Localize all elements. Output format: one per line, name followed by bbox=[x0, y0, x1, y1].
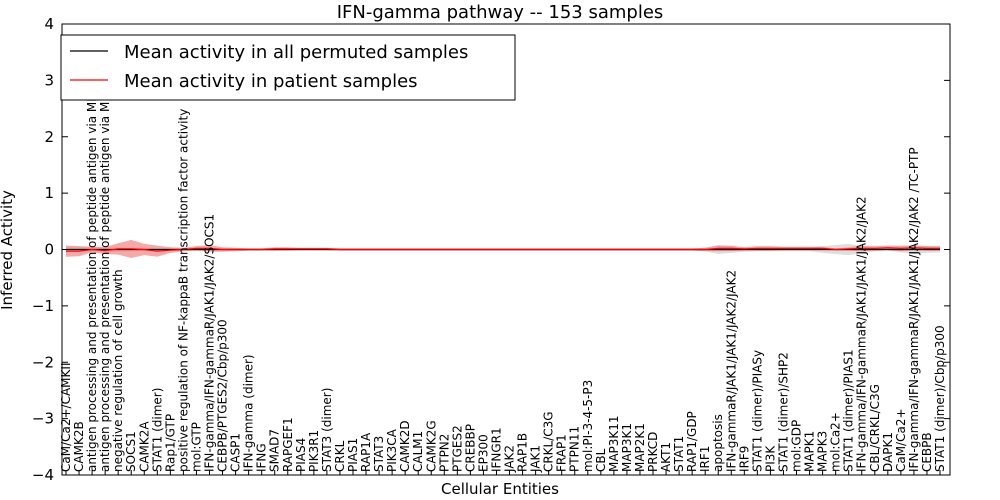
x-tick-label: CREBBP bbox=[463, 424, 477, 472]
x-tick-label: CBL/CRKL/C3G bbox=[868, 384, 882, 472]
x-tick-label: CEBPB bbox=[920, 432, 934, 472]
x-tick-label: CASP1 bbox=[229, 433, 243, 472]
y-tick-label: 1 bbox=[44, 184, 54, 202]
x-tick-label: STAT3 bbox=[372, 436, 386, 472]
x-tick-label: IFN-gammaR/JAK1/JAK1/JAK2/JAK2 bbox=[724, 270, 738, 472]
x-tick-label: positive regulation of NF-kappaB transcr… bbox=[176, 109, 190, 472]
y-tick-label: −3 bbox=[32, 410, 54, 428]
y-tick-label: 0 bbox=[44, 241, 54, 259]
legend-label-permuted: Mean activity in all permuted samples bbox=[124, 42, 468, 63]
x-tick-label: negative regulation of cell growth bbox=[111, 269, 125, 472]
x-tick-label: mol:PI-3-4-5-P3 bbox=[581, 380, 595, 472]
x-tick-label: CALM1 bbox=[411, 431, 425, 472]
x-tick-label: IRF9 bbox=[737, 446, 751, 472]
x-tick-label: IRF1 bbox=[698, 446, 712, 472]
x-tick-label: PIAS1 bbox=[346, 438, 360, 472]
patient-mean-line bbox=[66, 247, 940, 252]
x-tick-label: CAMK2D bbox=[398, 420, 412, 472]
x-tick-label: CRKL bbox=[333, 440, 347, 472]
x-tick-label: mol:GDP bbox=[790, 420, 804, 472]
x-tick-label: JAK1 bbox=[529, 445, 543, 473]
x-tick-label: PTPN2 bbox=[437, 434, 451, 472]
x-tick-label: MAP2K1 bbox=[633, 423, 647, 472]
x-tick-label: CAMK2G bbox=[424, 420, 438, 472]
y-tick-label: 2 bbox=[44, 128, 54, 146]
x-tick-label: PTGES2 bbox=[450, 425, 464, 472]
x-tick-label: PIK3CA bbox=[385, 428, 399, 472]
legend: Mean activity in all permuted samples Me… bbox=[60, 34, 516, 101]
x-tick-label: PRKCD bbox=[646, 432, 660, 472]
y-axis-label: Inferred Activity bbox=[0, 190, 16, 310]
x-tick-label: STAT1 (dimer)/Cbp/p300 bbox=[933, 325, 947, 472]
x-axis-label: Cellular Entities bbox=[441, 480, 559, 498]
x-tick-label: RAPGEF1 bbox=[281, 417, 295, 472]
y-tick-label: 4 bbox=[44, 15, 54, 33]
x-tick-label: STAT1 (dimer) bbox=[150, 388, 164, 472]
y-tick-label: −2 bbox=[32, 353, 54, 371]
x-tick-label: STAT3 (dimer) bbox=[320, 388, 334, 472]
x-tick-label: IFN-gamma/IFN-gammaR/JAK1/JAK1/JAK2/JAK2 bbox=[855, 196, 869, 472]
x-tick-label: IFNGR1 bbox=[490, 427, 504, 472]
x-tick-label: IFN-gamma/IFN-gammaR/JAK1/JAK2/SOCS1 bbox=[203, 214, 217, 472]
x-tick-label: STAT1 (dimer)/SHP2 bbox=[777, 352, 791, 472]
x-tick-label: IFN-gamma/IFN-gammaR/JAK1/JAK1/JAK2/JAK2… bbox=[907, 147, 921, 472]
x-tick-label: Rap1/GTP bbox=[163, 414, 177, 472]
x-tick-label: PTPN11 bbox=[568, 426, 582, 472]
x-tick-label: RAP1A bbox=[359, 432, 373, 472]
x-tick-label: RAP1/GDP bbox=[685, 411, 699, 472]
x-axis-tick-labels: CaM/Ca2+/CAMKII CAMK2B antigen processing … bbox=[59, 40, 947, 475]
x-tick-label: antigen processing and presentation of p… bbox=[85, 43, 99, 472]
x-tick-label: MAPK3 bbox=[816, 431, 830, 472]
x-tick-label: antigen processing and presentation of p… bbox=[98, 40, 112, 472]
x-tick-label: CRKL/C3G bbox=[542, 411, 556, 472]
y-tick-label: −1 bbox=[32, 297, 54, 315]
x-tick-label: MAP3K1 bbox=[620, 423, 634, 472]
y-axis-ticks: −4 −3 −2 −1 0 1 2 3 4 bbox=[32, 15, 950, 484]
x-tick-label: MAPK1 bbox=[803, 431, 817, 472]
x-tick-label: PIK3R1 bbox=[307, 430, 321, 472]
x-tick-label: CEBPB/PTGES2/Cbp/p300 bbox=[216, 319, 230, 472]
x-tick-label: JAK2 bbox=[503, 445, 517, 473]
y-tick-label: −4 bbox=[32, 466, 54, 484]
x-tick-label: apoptosis bbox=[711, 414, 725, 472]
x-tick-label: FRAP1 bbox=[555, 434, 569, 472]
x-tick-label: mol:GTP bbox=[189, 422, 203, 472]
x-tick-label: PIAS4 bbox=[294, 438, 308, 472]
chart-title: IFN-gamma pathway -- 153 samples bbox=[337, 2, 664, 23]
x-tick-label: EP300 bbox=[476, 434, 490, 472]
x-tick-label: AKT1 bbox=[659, 442, 673, 472]
x-tick-label: STAT1 (dimer)/PIASy bbox=[750, 350, 764, 472]
x-tick-label: MAP3K11 bbox=[607, 415, 621, 472]
x-tick-label: mol:Ca2+ bbox=[829, 412, 843, 472]
x-tick-label: STAT1 bbox=[672, 436, 686, 472]
x-tick-label: CAMK2A bbox=[137, 421, 151, 472]
x-tick-label: RAP1B bbox=[516, 433, 530, 472]
y-tick-label: 3 bbox=[44, 71, 54, 89]
x-tick-label: DAPK1 bbox=[881, 432, 895, 472]
x-tick-label: CaM/Ca2+ bbox=[894, 408, 908, 472]
legend-box bbox=[60, 34, 516, 101]
x-tick-label: SMAD7 bbox=[268, 429, 282, 472]
x-tick-label: IFNG bbox=[255, 443, 269, 472]
x-tick-label: STAT1 (dimer)/PIAS1 bbox=[842, 349, 856, 472]
series-lines bbox=[66, 247, 940, 252]
x-tick-label: IFN-gamma (dimer) bbox=[242, 354, 256, 472]
x-tick-label: CAMK2B bbox=[72, 421, 86, 472]
x-tick-label: CaM/Ca2+/CAMKII bbox=[59, 363, 73, 472]
x-tick-label: CBL bbox=[594, 448, 608, 472]
legend-label-patient: Mean activity in patient samples bbox=[124, 71, 418, 92]
x-tick-label: PI3K bbox=[763, 445, 777, 472]
x-tick-label: SOCS1 bbox=[124, 431, 138, 472]
